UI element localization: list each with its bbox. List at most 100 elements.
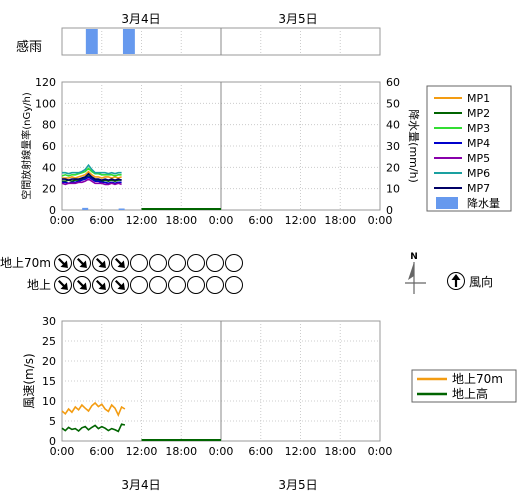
wind-dir-empty-slot [206, 276, 224, 294]
series-line-地上70m [61, 401, 126, 417]
arrow-head [60, 282, 68, 290]
arrow-shaft [114, 257, 123, 266]
arrow-head [117, 260, 125, 268]
arrow-southeast-icon [114, 279, 125, 290]
wind-speed-y-axis-label: 風速(m/s) [22, 353, 36, 408]
rain-sense-strip [61, 27, 381, 56]
x-tick-label: 6:00 [248, 445, 273, 458]
wind-speed-y-label-text: 風速(m/s) [22, 353, 36, 408]
x-tick-label: 12:00 [126, 214, 158, 227]
y-tick-label: 120 [35, 76, 56, 89]
arrow-head [60, 260, 68, 268]
wind-dir-empty-slot [187, 254, 205, 272]
legend-label: 降水量 [467, 196, 500, 210]
series-line-MP3 [61, 167, 122, 177]
y-tick-label: 30 [42, 315, 56, 328]
arrow-southeast-icon [76, 279, 87, 290]
y-tick-label: 0 [49, 204, 56, 217]
y2-tick-label: 10 [386, 183, 400, 196]
arrow-shaft [57, 257, 66, 266]
x-tick-label: 0:00 [368, 214, 393, 227]
y-tick-label: 25 [42, 335, 56, 348]
arrow-shaft [95, 257, 104, 266]
arrow-head [79, 260, 87, 268]
x-tick-label: 0:00 [368, 445, 393, 458]
y2-tick-label: 30 [386, 140, 400, 153]
arrow-shaft [76, 257, 85, 266]
compass-north-label: N [410, 252, 418, 262]
legend-label: MP6 [467, 167, 490, 180]
y-tick-label: 20 [42, 355, 56, 368]
series-line-MP6 [62, 163, 122, 175]
legend-label: MP1 [467, 92, 490, 105]
y-tick-label: 80 [42, 119, 56, 132]
series-line-地上高 [61, 423, 126, 433]
rain-sense-bar [122, 29, 135, 54]
x-tick-label: 6:00 [248, 214, 273, 227]
series-line-MP5 [61, 178, 122, 186]
wind-row-label: 地上70m [0, 256, 51, 270]
precipitation-y-axis-label: 降水量(mm/h) [407, 109, 421, 183]
compass-icon [405, 262, 426, 294]
arrow-head [98, 260, 106, 268]
x-tick-label: 6:00 [89, 214, 114, 227]
wind-dir-legend-label: 風向 [469, 274, 493, 289]
date-label-top-2: 3月5日 [278, 12, 317, 26]
wind-dir-empty-slot [130, 254, 148, 272]
legend-label: 地上高 [452, 386, 488, 401]
y-tick-label: 20 [42, 183, 56, 196]
legend-label: MP3 [467, 122, 490, 135]
wind-dir-empty-slot [225, 254, 243, 272]
series-line-MP4 [62, 175, 122, 185]
x-tick-label: 6:00 [89, 445, 114, 458]
compass-needle [408, 262, 414, 280]
precipitation-bar [82, 207, 89, 210]
radiation-y-axis-label: 空間放射線量率(nGy/h) [20, 92, 33, 200]
legend-label: MP5 [467, 152, 490, 165]
arrow-head [117, 282, 125, 290]
arrow-southeast-icon [114, 257, 125, 268]
wind-dir-empty-slot [149, 254, 167, 272]
wind-dir-empty-slot [187, 276, 205, 294]
x-tick-label: 12:00 [285, 214, 317, 227]
y-tick-label: 40 [42, 161, 56, 174]
wind-row-label: 地上 [27, 278, 51, 292]
rain-sense-label: 感雨 [16, 39, 42, 55]
wind-speed-chart: 0 5 10 15 20 25 30 0:00 6:00 12:00 18:00 0:00 6:00 12… [42, 315, 392, 458]
y-tick-label: 15 [42, 375, 56, 388]
arrow-southeast-icon [95, 279, 106, 290]
legend-label: MP7 [467, 182, 490, 195]
date-label-bottom-2: 3月5日 [278, 478, 317, 492]
arrow-southeast-icon [57, 257, 68, 268]
legend-label: MP2 [467, 107, 490, 120]
arrow-shaft [114, 279, 123, 288]
date-label-top-1: 3月4日 [121, 12, 160, 26]
legend-label: 地上70m [452, 372, 503, 386]
y-tick-label: 0 [49, 435, 56, 448]
wind-dir-empty-slot [168, 276, 186, 294]
series-line-MP2 [62, 174, 122, 183]
wind-dir-empty-slot [225, 276, 243, 294]
arrow-head [451, 274, 461, 280]
y2-tick-label: 0 [386, 204, 393, 217]
legend-label: MP4 [467, 137, 490, 150]
series-line-MP1 [62, 170, 122, 179]
wind-dir-empty-slot [168, 254, 186, 272]
y2-tick-label: 20 [386, 161, 400, 174]
arrow-shaft [95, 279, 104, 288]
arrow-head [79, 282, 87, 290]
arrow-shaft [76, 279, 85, 288]
x-tick-label: 0:00 [50, 445, 75, 458]
precipitation-bar [118, 208, 125, 210]
series-line-MP7 [62, 172, 122, 181]
arrow-shaft [57, 279, 66, 288]
x-tick-label: 12:00 [285, 445, 317, 458]
wind-direction-panel: 地上70m 地上 N 風向 [0, 252, 493, 294]
arrow-up-icon [451, 274, 461, 287]
arrow-southeast-icon [95, 257, 106, 268]
legend-box [411, 369, 517, 403]
x-tick-label: 18:00 [165, 445, 197, 458]
